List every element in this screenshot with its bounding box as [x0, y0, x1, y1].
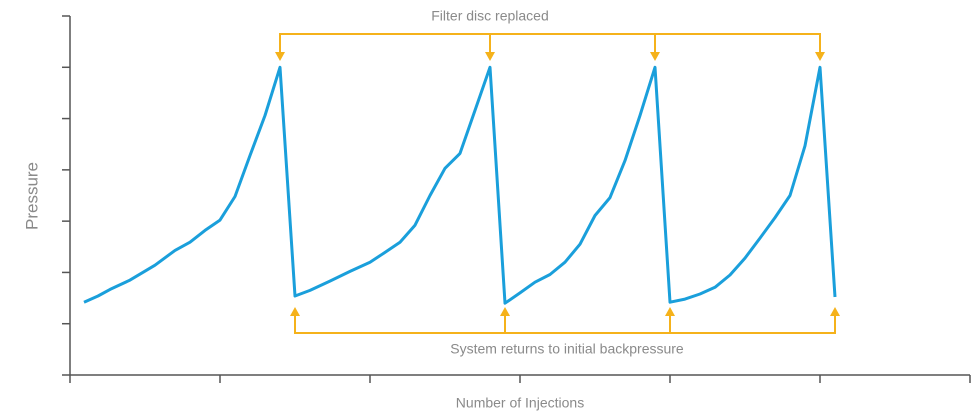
arrowhead — [290, 307, 840, 316]
line — [83, 65, 837, 305]
x-axis-label: Number of Injections — [456, 395, 584, 411]
annotation: Filter disc replaced — [431, 8, 549, 24]
annotation-brackets — [279, 33, 836, 334]
annotation: System returns to initial backpressure — [450, 341, 684, 357]
bracket — [279, 33, 821, 54]
arrowhead — [275, 52, 825, 61]
y-axis-label: Pressure — [22, 162, 41, 230]
bracket — [294, 314, 836, 334]
arrowheads — [275, 52, 840, 316]
